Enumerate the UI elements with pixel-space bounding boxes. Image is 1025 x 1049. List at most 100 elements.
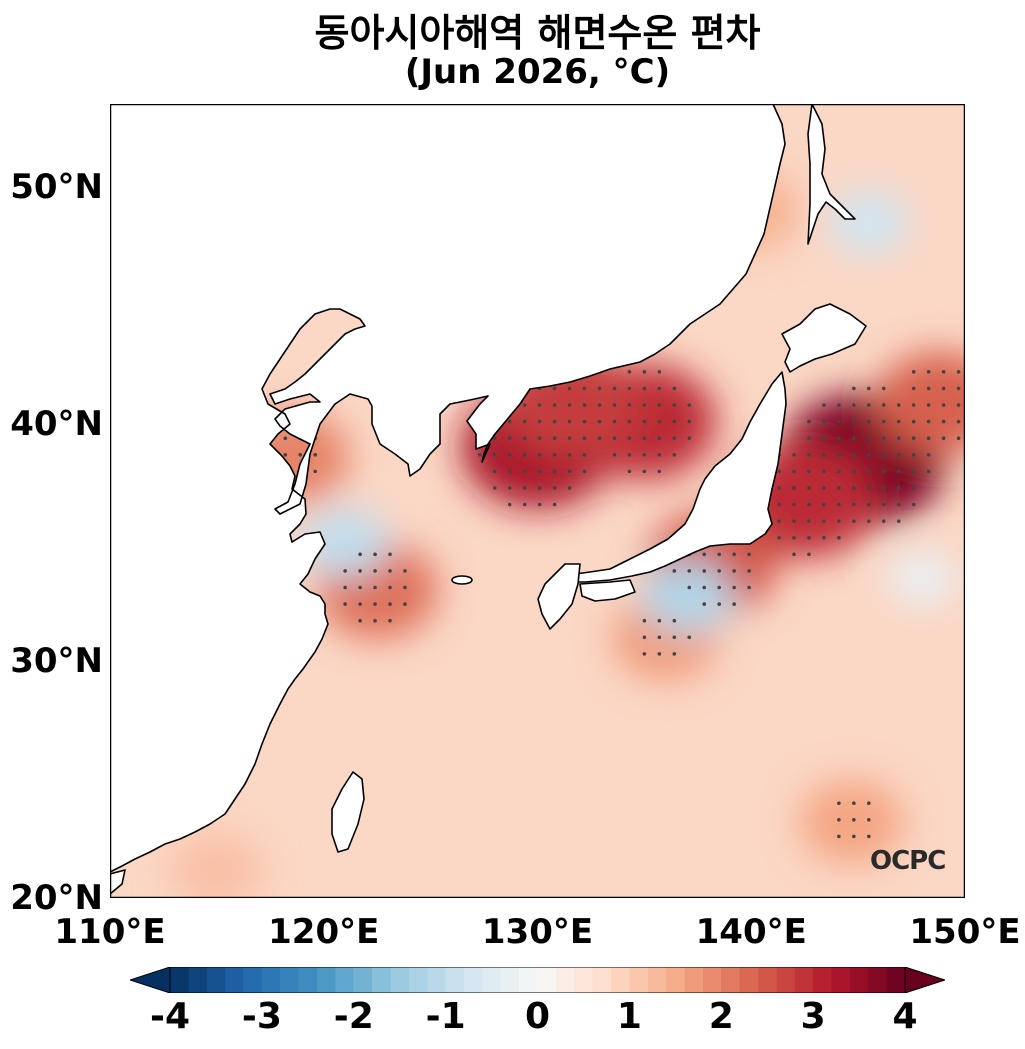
significance-dot: [672, 403, 677, 407]
significance-dot: [911, 386, 916, 391]
significance-dot: [373, 602, 377, 606]
significance-dot: [597, 419, 602, 424]
significance-dot: [627, 436, 632, 440]
significance-dot: [582, 419, 587, 424]
anomaly-hotspot-5: [875, 351, 965, 454]
significance-dot: [313, 469, 317, 474]
significance-dot: [522, 436, 527, 440]
jeju-island: [451, 575, 473, 585]
significance-dot: [926, 403, 931, 407]
significance-dot: [403, 585, 407, 590]
significance-dot: [507, 452, 512, 457]
map-frame: [110, 104, 965, 898]
significance-dot: [896, 452, 901, 457]
significance-dot: [388, 569, 392, 573]
significance-dot: [642, 635, 647, 640]
significance-dot: [492, 486, 497, 490]
significance-dot: [657, 370, 662, 374]
significance-dot: [777, 469, 781, 474]
significance-dot: [881, 403, 886, 407]
significance-dot: [852, 486, 856, 490]
significance-dot: [298, 452, 303, 457]
significance-dot: [777, 502, 781, 507]
significance-dot: [627, 370, 632, 374]
significance-dot: [911, 370, 916, 374]
colorbar-tick-label: 0: [524, 996, 551, 1037]
significance-dot: [867, 486, 871, 490]
significance-dot: [777, 535, 781, 540]
significance-dot: [911, 502, 916, 507]
significance-dot: [373, 552, 377, 557]
significance-dot: [837, 486, 841, 490]
significance-dot: [582, 469, 587, 474]
significance-dot: [792, 502, 796, 507]
significance-dot: [672, 386, 677, 391]
significance-dot: [657, 618, 662, 623]
significance-dot: [717, 602, 721, 606]
significance-dot: [822, 535, 826, 540]
significance-dot: [582, 386, 587, 391]
significance-dot: [597, 403, 602, 407]
significance-dot: [732, 569, 736, 573]
significance-dot: [582, 403, 587, 407]
significance-dot: [852, 452, 856, 457]
significance-dot: [507, 469, 512, 474]
kyushu: [537, 563, 581, 630]
significance-dot: [507, 486, 512, 490]
colorbar-high-extend: [904, 967, 945, 993]
significance-dot: [867, 452, 871, 457]
significance-dot: [747, 585, 751, 590]
significance-dot: [567, 403, 572, 407]
colorbar-tick-label: -4: [150, 996, 190, 1037]
colorbar-tick-label: -2: [333, 996, 374, 1037]
significance-dot: [552, 386, 557, 391]
significance-dot: [822, 419, 826, 424]
sst-anomaly-map: [110, 104, 965, 898]
significance-dot: [956, 403, 961, 407]
significance-dot: [552, 469, 557, 474]
x-tick-label: 110°E: [54, 912, 166, 952]
significance-dot: [702, 552, 707, 557]
significance-dot: [956, 370, 961, 374]
significance-dot: [852, 801, 856, 805]
significance-dot: [911, 419, 916, 424]
colorbar-tick-label: -3: [241, 996, 282, 1037]
significance-dot: [867, 834, 871, 839]
significance-dot: [522, 469, 527, 474]
significance-dot: [852, 419, 856, 424]
significance-dot: [627, 403, 632, 407]
significance-dot: [567, 419, 572, 424]
significance-dot: [837, 436, 841, 440]
significance-dot: [343, 585, 347, 590]
significance-dot: [822, 403, 826, 407]
significance-dot: [822, 486, 826, 490]
significance-dot: [552, 436, 557, 440]
significance-dot: [822, 436, 826, 440]
asia-mainland: [110, 104, 786, 873]
significance-dot: [358, 569, 362, 573]
significance-dot: [567, 436, 572, 440]
significance-dot: [926, 436, 931, 440]
significance-dot: [941, 419, 946, 424]
significance-dot: [672, 419, 677, 424]
significance-dot: [642, 652, 647, 656]
significance-dot: [702, 602, 707, 606]
significance-dot: [896, 519, 901, 523]
significance-dot: [881, 519, 886, 523]
significance-dot: [881, 452, 886, 457]
significance-dot: [807, 552, 811, 557]
hokkaido: [781, 303, 867, 373]
significance-dot: [657, 403, 662, 407]
colorbar: [130, 967, 945, 993]
y-tick-label: 40°N: [10, 403, 103, 444]
significance-dot: [672, 618, 677, 623]
significance-dot: [343, 602, 347, 606]
significance-dot: [717, 585, 721, 590]
y-tick-label: 50°N: [10, 166, 103, 207]
significance-dot: [852, 834, 856, 839]
significance-dot: [852, 519, 856, 523]
significance-dot: [567, 386, 572, 391]
significance-dot: [657, 386, 662, 391]
significance-dot: [717, 569, 721, 573]
significance-dot: [867, 419, 871, 424]
